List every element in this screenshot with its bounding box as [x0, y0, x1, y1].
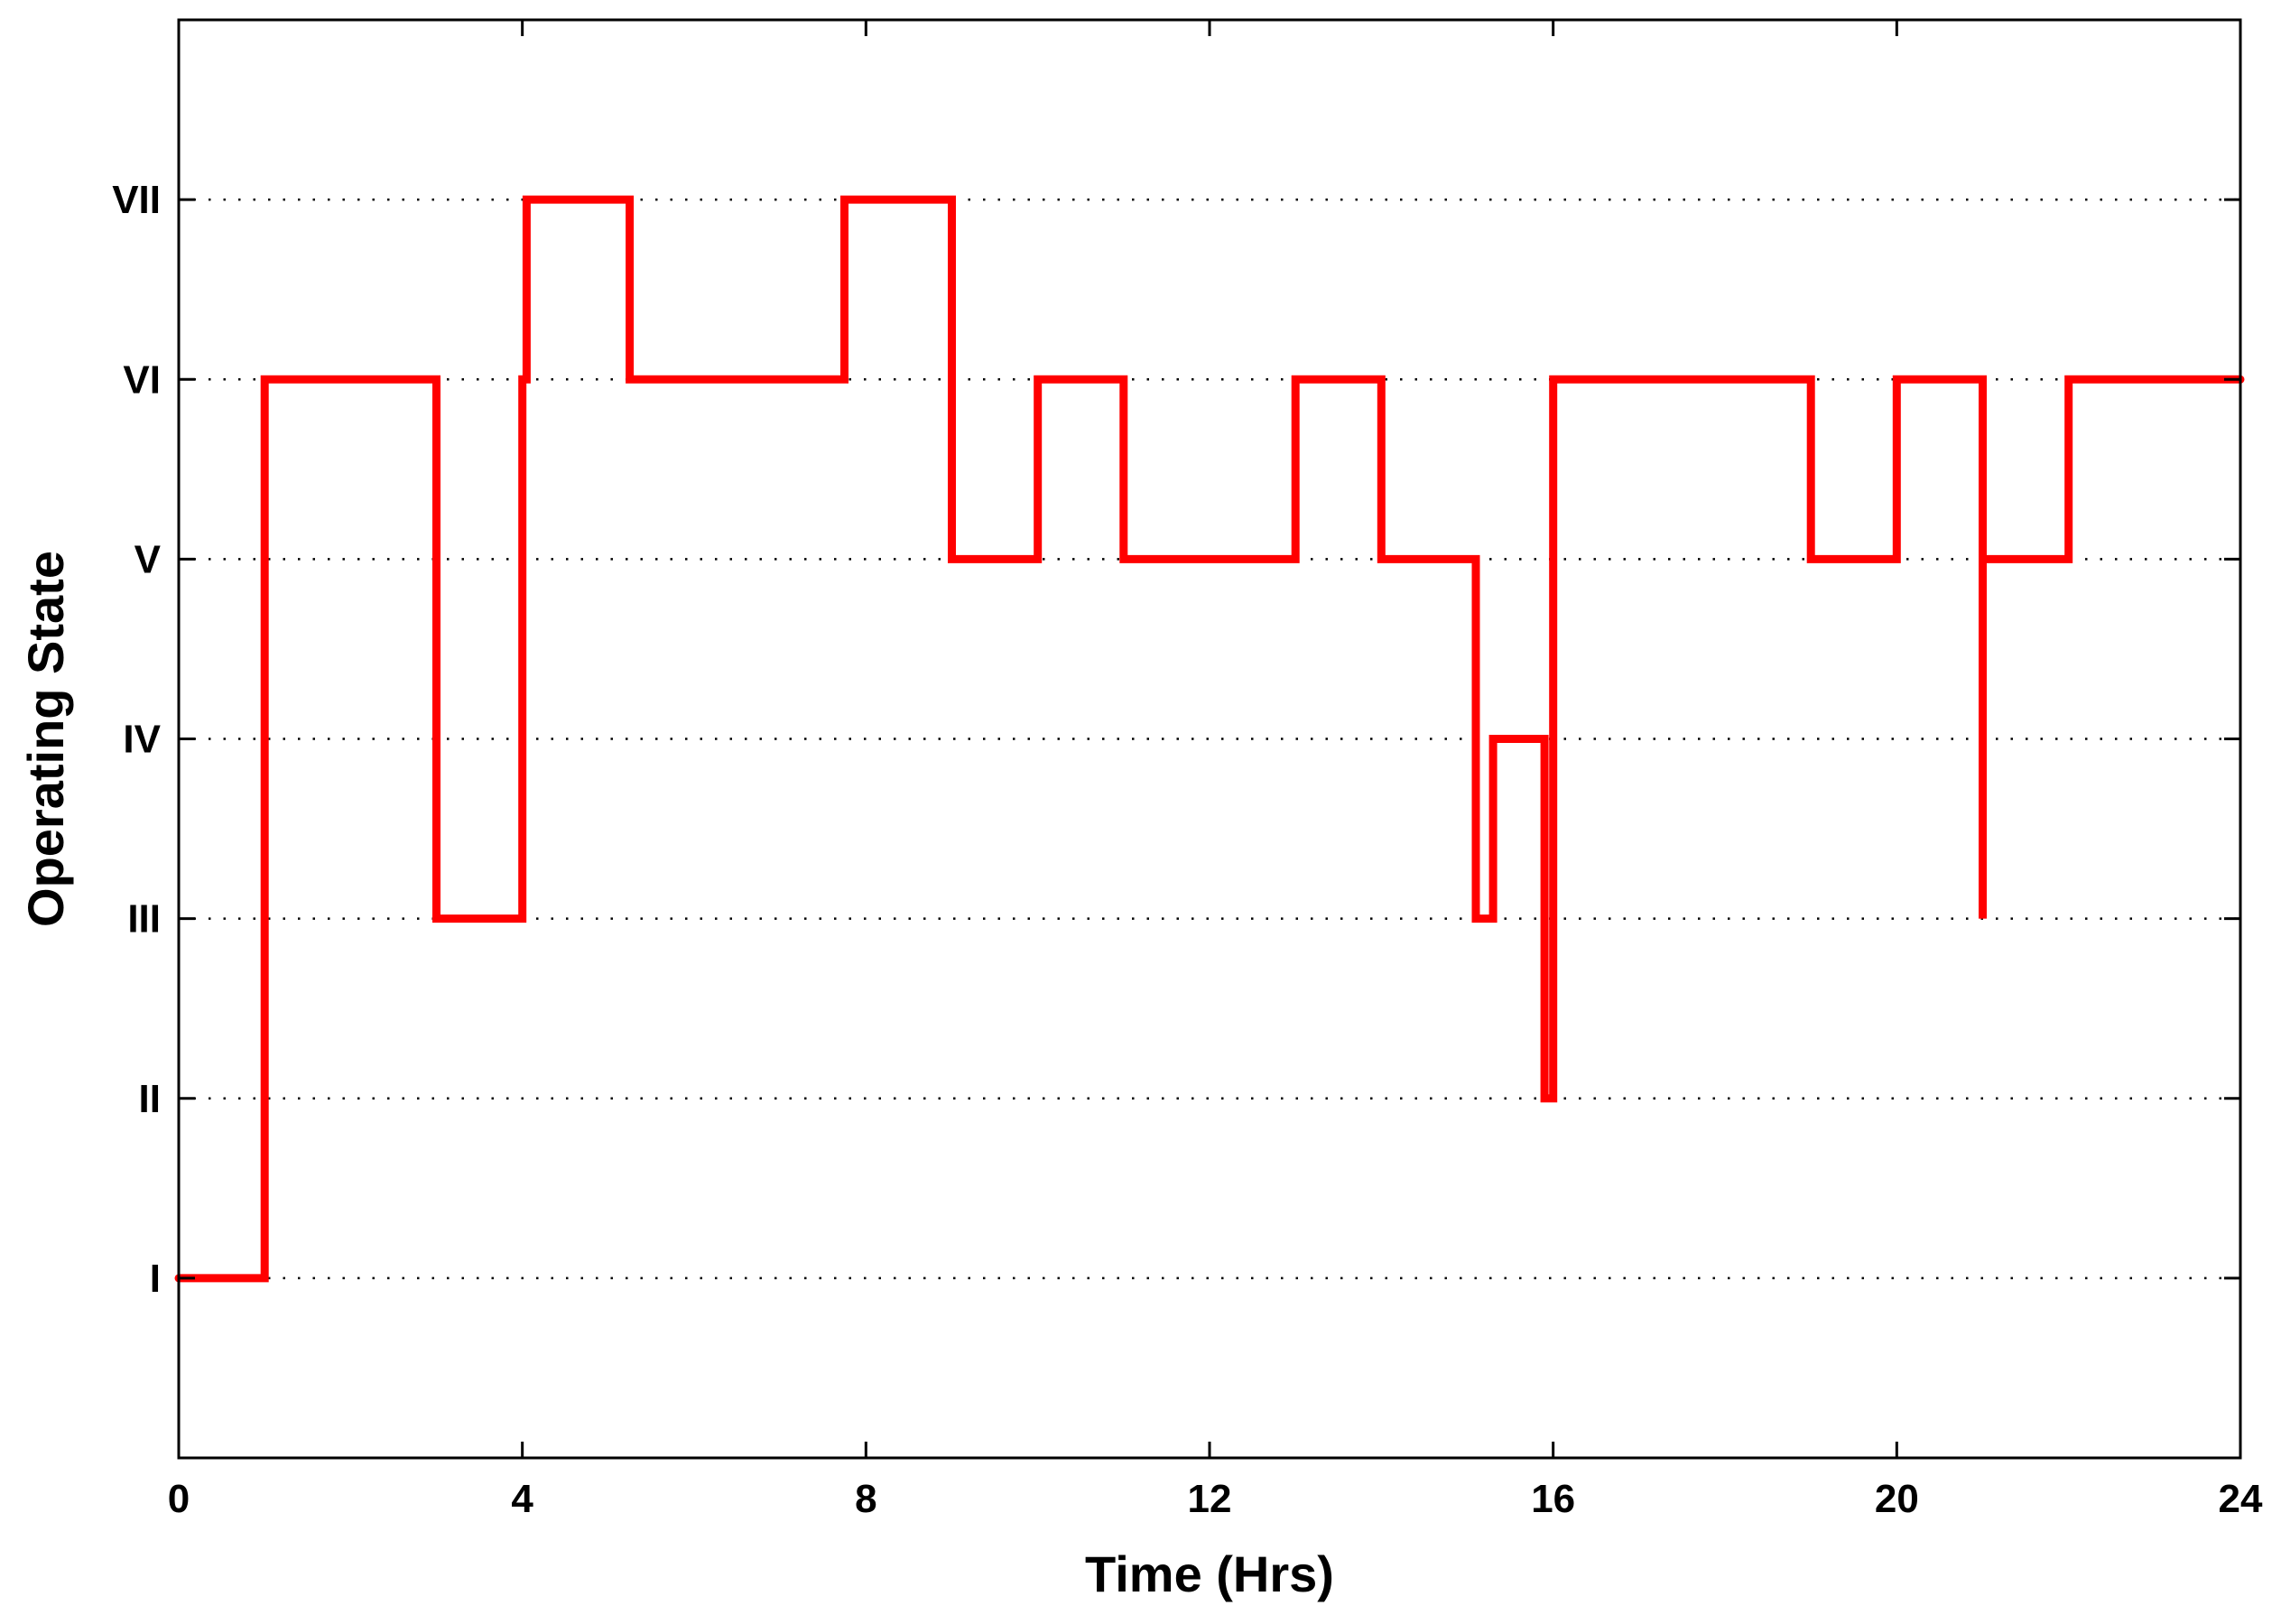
tick-marks: [177, 20, 2242, 1458]
y-tick-label: II: [139, 1077, 161, 1121]
x-tick-label: 24: [2219, 1477, 2263, 1521]
x-axis-label: Time (Hrs): [1085, 1545, 1334, 1602]
x-tick-label: 8: [855, 1477, 876, 1521]
y-tick-label: V: [134, 537, 162, 581]
y-tick-label: III: [127, 897, 161, 942]
x-tick-label: 20: [1875, 1477, 1919, 1521]
operating-state-line: [174, 195, 2245, 1283]
x-tick-labels: 0 4 8 12 16 20 24: [168, 1477, 2263, 1521]
y-axis-label: Operating State: [17, 551, 74, 927]
grid-lines: [179, 198, 2240, 1280]
y-tick-label: VI: [123, 357, 161, 402]
y-tick-label: IV: [123, 718, 161, 762]
y-tick-label: I: [150, 1257, 161, 1301]
x-tick-label: 0: [168, 1477, 190, 1521]
series-layer: [174, 195, 2245, 1283]
x-tick-label: 4: [511, 1477, 533, 1521]
x-tick-label: 16: [1531, 1477, 1575, 1521]
y-tick-label: VII: [112, 178, 161, 222]
x-tick-label: 12: [1188, 1477, 1232, 1521]
plot-frame: [177, 18, 2242, 1460]
